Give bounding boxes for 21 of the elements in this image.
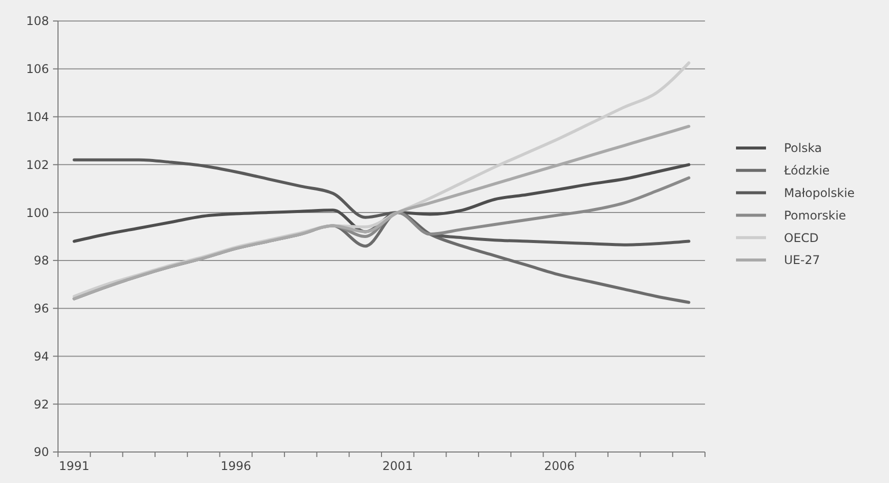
x-tick-label: 1996 — [220, 459, 252, 473]
legend-label: Polska — [784, 141, 822, 156]
y-tick-label: 104 — [26, 110, 49, 124]
x-tick-label: 1991 — [58, 459, 90, 473]
legend-label: Łódzkie — [783, 164, 830, 178]
y-tick-label: 108 — [26, 14, 49, 28]
legend-label: Pomorskie — [784, 208, 846, 222]
y-tick-label: 106 — [26, 62, 49, 76]
y-tick-label: 94 — [34, 349, 49, 364]
legend-label: UE-27 — [784, 253, 820, 268]
y-tick-label: 96 — [34, 302, 49, 316]
line-series — [72, 124, 690, 300]
y-tick-label: 98 — [34, 254, 49, 268]
y-tick-label: 90 — [34, 445, 49, 460]
legend-label: OECD — [784, 230, 819, 245]
x-tick-label: 2006 — [544, 459, 575, 473]
y-tick-label: 92 — [34, 397, 49, 412]
y-tick-label: 100 — [26, 206, 49, 220]
legend-label: Małopolskie — [784, 186, 855, 200]
x-tick-label: 2001 — [382, 459, 413, 473]
y-tick-label: 102 — [26, 158, 49, 172]
